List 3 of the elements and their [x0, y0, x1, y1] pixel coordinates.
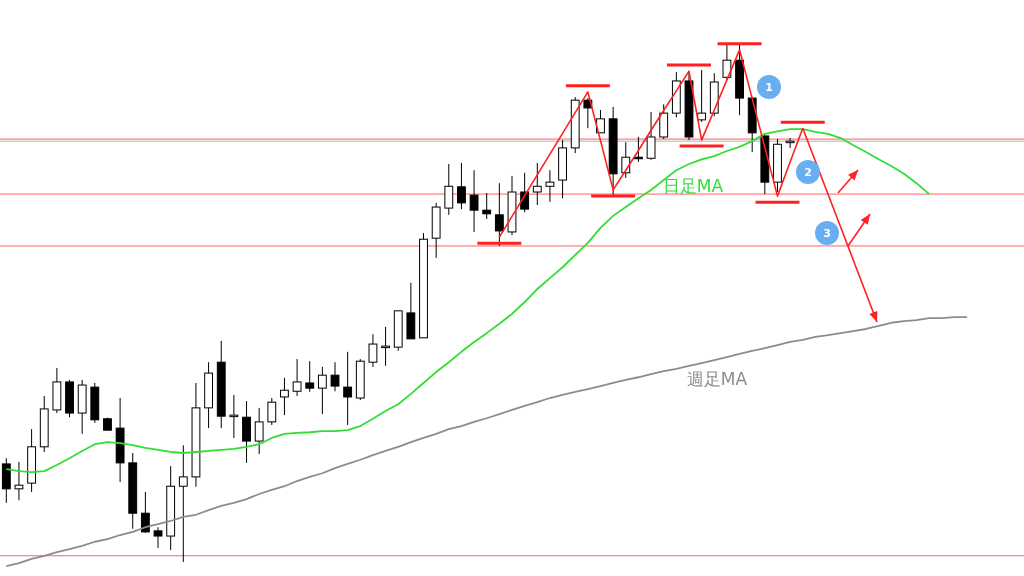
annotation: 1 [765, 81, 773, 94]
annotation: 2 [804, 166, 812, 179]
annotation: 3 [823, 227, 831, 240]
